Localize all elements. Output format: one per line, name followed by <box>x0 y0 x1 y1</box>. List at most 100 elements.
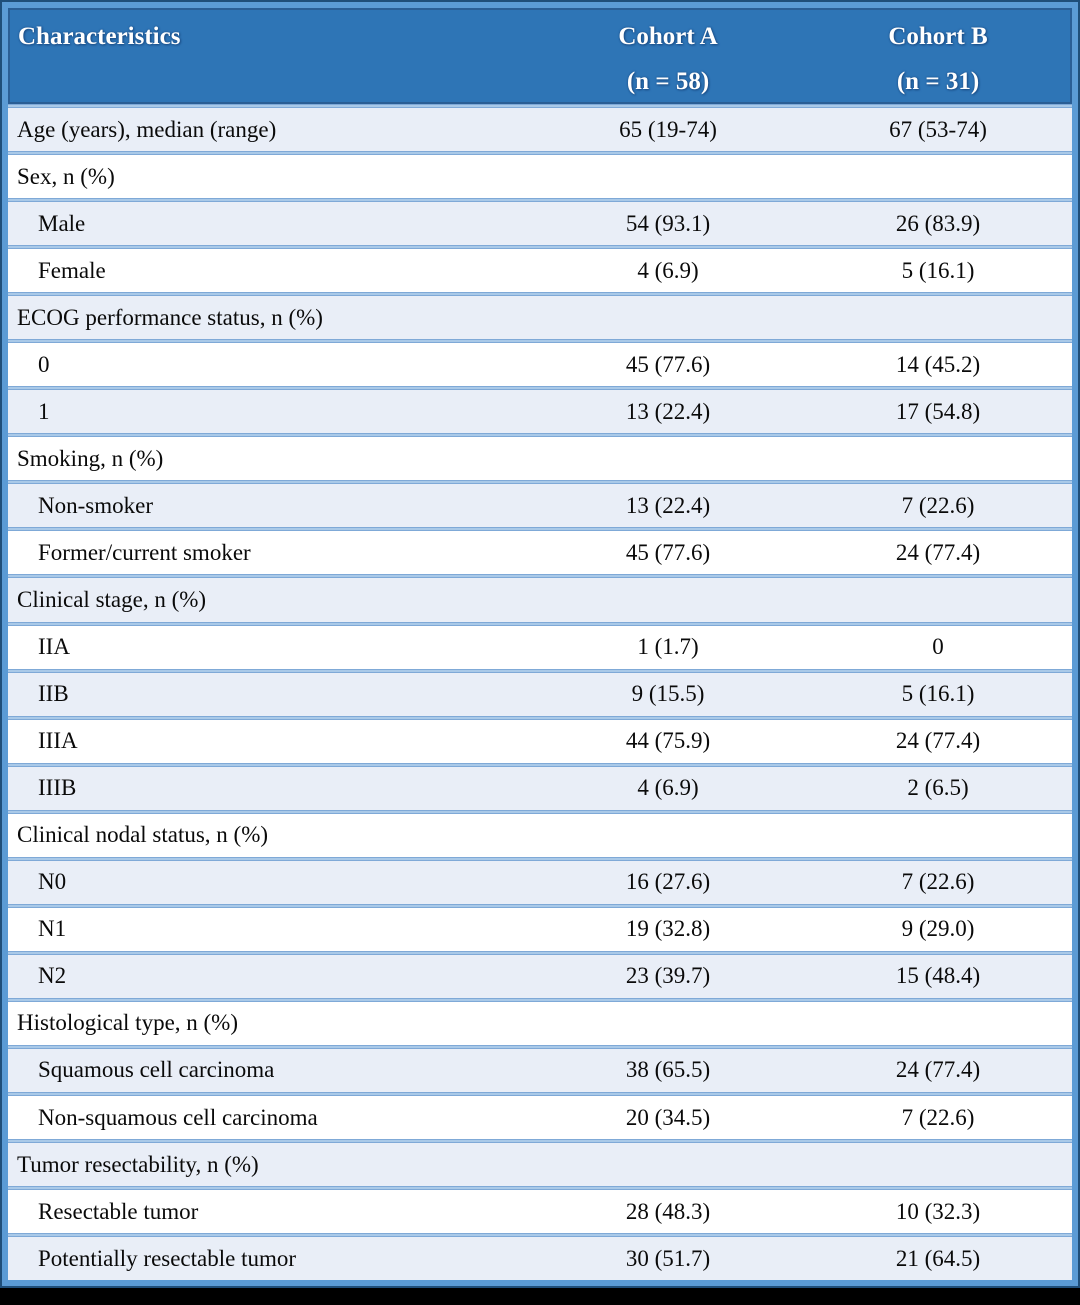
table-row: Non-squamous cell carcinoma 20 (34.5) 7 (2… <box>8 1095 1072 1140</box>
row-label: IIA <box>38 634 70 660</box>
cohort-b-value: 17 (54.8) <box>895 398 981 424</box>
row-separator <box>8 198 1072 203</box>
cohort-a-value: 54 (93.1) <box>625 210 711 236</box>
row-separator <box>8 950 1072 955</box>
row-separator <box>8 715 1072 720</box>
table-row: Potentially resectable tumor 30 (51.7) 21 … <box>8 1237 1072 1281</box>
cohort-a-value: 44 (75.9) <box>625 728 711 754</box>
row-label: Clinical stage, n (%) <box>17 586 207 612</box>
row-label: Clinical nodal status, n (%) <box>17 822 269 848</box>
table-row: 1 13 (22.4) 17 (54.8) <box>8 390 1072 434</box>
table-row: Smoking, n (%) <box>8 437 1072 481</box>
row-label: 0 <box>38 351 50 377</box>
row-label: IIIA <box>38 728 78 754</box>
row-separator <box>8 480 1072 485</box>
table-row: ECOG performance status, n (%) <box>8 296 1072 340</box>
row-separator <box>8 527 1072 532</box>
row-label: Non-squamous cell carcinoma <box>38 1104 318 1130</box>
cohort-b-value: 24 (77.4) <box>895 1057 981 1083</box>
column-header-cohort-a: Cohort A (n = 58) <box>532 8 804 104</box>
cohort-a-value: 23 (39.7) <box>625 963 711 989</box>
table-row: Clinical nodal status, n (%) <box>8 813 1072 857</box>
row-label: Former/current smoker <box>38 539 251 565</box>
row-separator <box>8 809 1072 814</box>
table-row: IIA 1 (1.7) 0 <box>8 625 1072 669</box>
row-label: Female <box>38 257 106 283</box>
row-label: N1 <box>38 916 67 942</box>
cohort-b-value: 7 (22.6) <box>901 492 975 518</box>
table-row: Histological type, n (%) <box>8 1001 1072 1045</box>
cohort-a-value: 20 (34.5) <box>625 1104 711 1130</box>
row-label: Tumor resectability, n (%) <box>17 1151 259 1177</box>
row-separator <box>8 997 1072 1002</box>
cohort-a-value: 4 (6.9) <box>637 257 699 283</box>
row-separator <box>8 621 1072 626</box>
row-label: Resectable tumor <box>38 1198 199 1224</box>
row-separator <box>8 386 1072 391</box>
row-separator <box>8 903 1072 908</box>
row-label: ECOG performance status, n (%) <box>17 304 323 330</box>
table-row: IIIB 4 (6.9) 2 (6.5) <box>8 766 1072 810</box>
table-row: N2 23 (39.7) 15 (48.4) <box>8 954 1072 998</box>
row-separator <box>8 762 1072 767</box>
column-header-cohort-b: Cohort B (n = 31) <box>804 8 1072 104</box>
cohort-b-value: 24 (77.4) <box>895 728 981 754</box>
table-row: Squamous cell carcinoma 38 (65.5) 24 (77.4… <box>8 1048 1072 1092</box>
table-row: Resectable tumor 28 (48.3) 10 (32.3) <box>8 1190 1072 1234</box>
table-row: Clinical stage, n (%) <box>8 578 1072 622</box>
row-separator <box>8 1044 1072 1049</box>
table-header-row: Characteristics Cohort A (n = 58) Cohort… <box>8 8 1072 104</box>
cohort-b-n: (n = 31) <box>896 68 980 95</box>
cohort-a-value: 45 (77.6) <box>625 539 711 565</box>
cohort-b-value: 67 (53-74) <box>889 116 987 142</box>
cohort-a-value: 45 (77.6) <box>625 351 711 377</box>
cohort-b-value: 21 (64.5) <box>895 1245 981 1271</box>
row-label: Squamous cell carcinoma <box>38 1057 275 1083</box>
table-row: N1 19 (32.8) 9 (29.0) <box>8 907 1072 951</box>
row-label: N2 <box>38 963 67 989</box>
cohort-a-value: 9 (15.5) <box>631 681 705 707</box>
row-label: Sex, n (%) <box>17 163 115 189</box>
cohort-a-value: 65 (19-74) <box>619 116 717 142</box>
cohort-a-value: 28 (48.3) <box>625 1198 711 1224</box>
cohort-b-value: 26 (83.9) <box>895 210 981 236</box>
cohort-a-value: 19 (32.8) <box>625 916 711 942</box>
table-row: IIIA 44 (75.9) 24 (77.4) <box>8 719 1072 763</box>
cohort-a-value: 1 (1.7) <box>637 634 699 660</box>
cohort-a-title: Cohort A <box>618 23 718 50</box>
row-separator <box>8 1139 1072 1144</box>
row-separator <box>8 1233 1072 1238</box>
cohort-b-value: 0 <box>932 634 944 660</box>
cohort-b-value: 2 (6.5) <box>907 775 969 801</box>
cohort-a-value: 16 (27.6) <box>625 869 711 895</box>
row-separator <box>8 433 1072 438</box>
table-row: Sex, n (%) <box>8 155 1072 199</box>
row-label: Potentially resectable tumor <box>38 1245 297 1271</box>
table-row: 0 45 (77.6) 14 (45.2) <box>8 343 1072 387</box>
cohort-b-value: 7 (22.6) <box>901 869 975 895</box>
row-separator <box>8 339 1072 344</box>
table-body: Age (years), median (range) 65 (19-74) 67 … <box>8 104 1072 1281</box>
row-separator <box>8 856 1072 861</box>
table-row: Male 54 (93.1) 26 (83.9) <box>8 202 1072 246</box>
row-separator <box>8 245 1072 250</box>
table-row: Female 4 (6.9) 5 (16.1) <box>8 249 1072 293</box>
row-label: Male <box>38 210 86 236</box>
row-label: Age (years), median (range) <box>17 116 277 142</box>
cohort-a-n: (n = 58) <box>626 68 710 95</box>
row-label: N0 <box>38 869 67 895</box>
table-row: IIB 9 (15.5) 5 (16.1) <box>8 672 1072 716</box>
row-separator <box>8 1091 1072 1096</box>
cohort-a-value: 13 (22.4) <box>625 398 711 424</box>
table-row: Non-smoker 13 (22.4) 7 (22.6) <box>8 484 1072 528</box>
cohort-a-value: 13 (22.4) <box>625 492 711 518</box>
bottom-black-strip <box>0 1288 1080 1305</box>
cohort-b-value: 5 (16.1) <box>901 257 975 283</box>
cohort-a-value: 30 (51.7) <box>625 1245 711 1271</box>
table-row: N0 16 (27.6) 7 (22.6) <box>8 860 1072 904</box>
cohort-b-value: 7 (22.6) <box>901 1104 975 1130</box>
cohort-b-value: 14 (45.2) <box>895 351 981 377</box>
